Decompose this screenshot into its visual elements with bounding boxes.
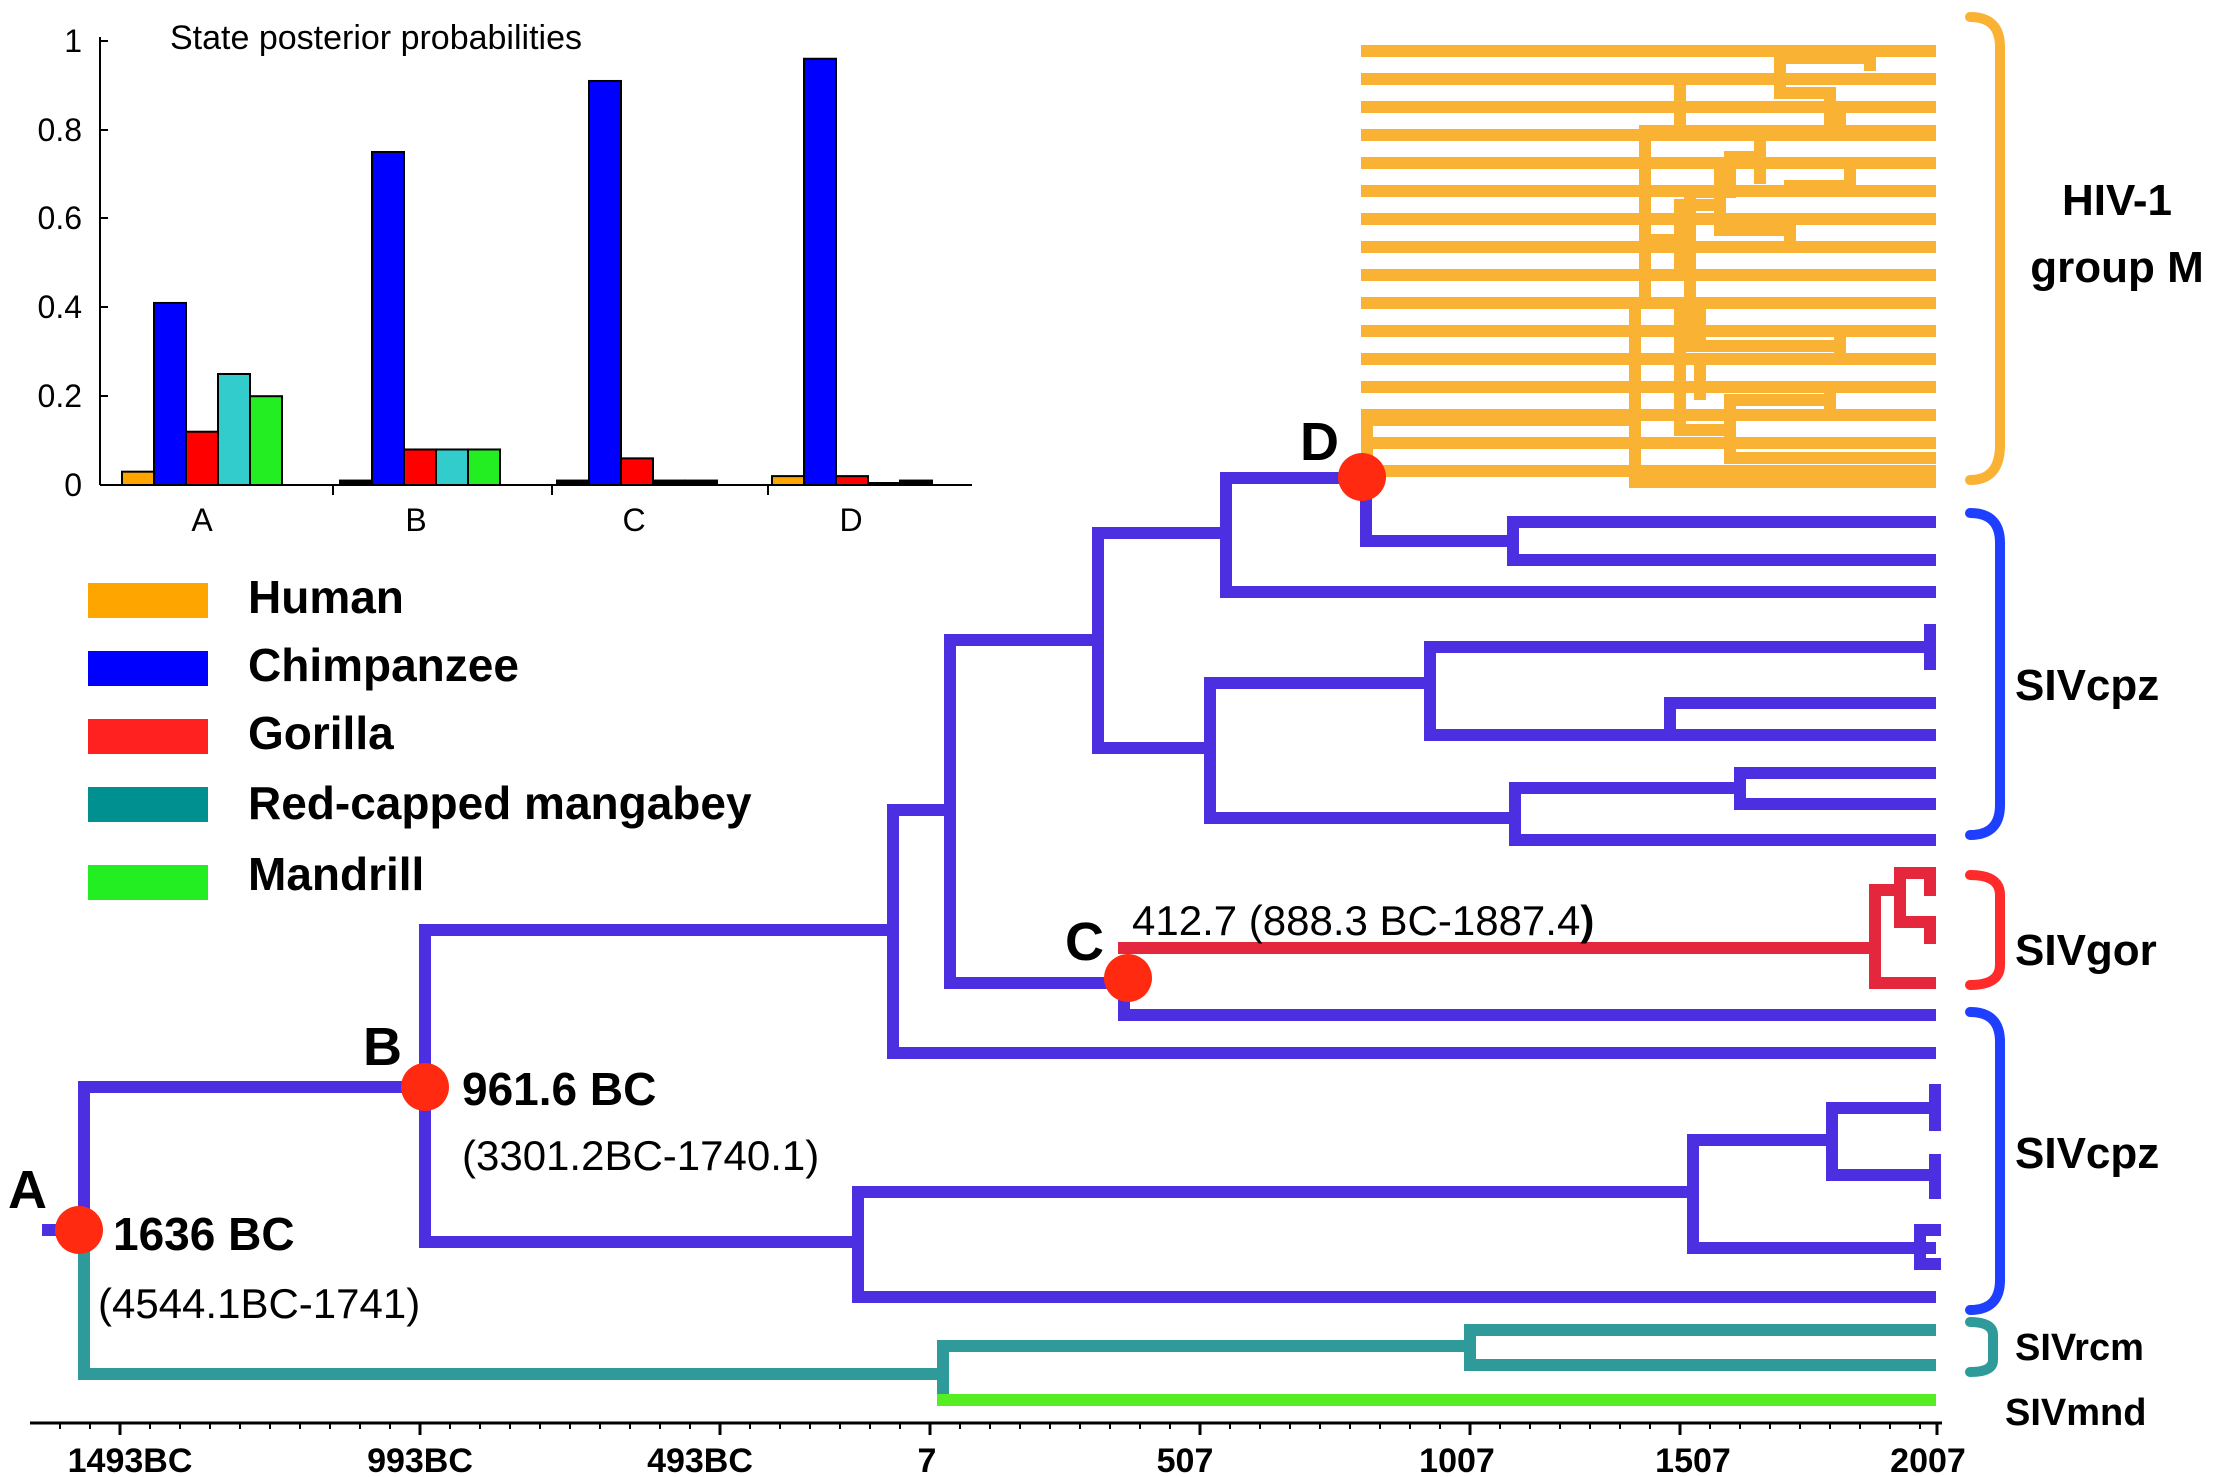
bar-b-gorilla — [403, 448, 437, 487]
bar-a-mandrill — [249, 395, 283, 487]
legend-label-mandrill: Mandrill — [248, 848, 424, 900]
time-tick-label: 493BC — [647, 1442, 753, 1477]
legend-label-chimpanzee: Chimpanzee — [248, 639, 519, 691]
clade-brackets — [1965, 12, 2005, 1377]
node-b-interval: (3301.2BC-1740.1) — [462, 1132, 819, 1179]
bar-c-human — [556, 479, 590, 486]
node-b-marker — [401, 1063, 449, 1111]
sivgor-branches — [1118, 867, 1936, 989]
bar-a-red-capped-mangabey — [217, 373, 251, 486]
bar-b-human — [339, 479, 373, 486]
legend-label-human: Human — [248, 571, 404, 623]
time-tick-label: 2007 — [1890, 1442, 1966, 1477]
node-a-date: 1636 BC — [113, 1208, 295, 1260]
node-labels: A 1636 BC (4544.1BC-1741) B 961.6 BC (33… — [8, 412, 1594, 1327]
y-tick-label: 0.8 — [38, 112, 82, 148]
inset-chart-title: State posterior probabilities — [170, 19, 582, 57]
clade-label-sivcpz-upper: SIVcpz — [2015, 661, 2159, 710]
legend-swatch-gorilla — [88, 719, 208, 754]
bar-b-chimpanzee — [371, 151, 405, 486]
clade-label-hiv1: HIV-1 — [2062, 176, 2172, 225]
bar-d-mandrill — [899, 479, 933, 486]
sivcpz-upper-bracket — [1965, 508, 2005, 840]
node-markers — [55, 453, 1386, 1254]
bar-d-human — [771, 475, 805, 486]
clade-label-sivcpz-lower: SIVcpz — [2015, 1129, 2159, 1178]
clade-label-sivmnd: SIVmnd — [2005, 1392, 2146, 1434]
time-tick-label: 7 — [918, 1442, 937, 1477]
legend-swatch-chimpanzee — [88, 651, 208, 686]
time-tick-label: 1493BC — [68, 1442, 193, 1477]
bar-c-mandrill — [684, 479, 718, 486]
legend-label-gorilla: Gorilla — [248, 707, 394, 759]
node-c-date-interval: 412.7 (888.3 BC-1887.4) — [1132, 897, 1594, 944]
sivgor-bracket — [1965, 870, 2005, 990]
clade-labels: HIV-1 group M SIVcpz SIVgor SIVcpz SIVrc… — [2005, 176, 2204, 1434]
bar-c-red-capped-mangabey — [652, 479, 686, 486]
y-tick-label: 0.4 — [38, 289, 82, 325]
legend-swatch-red-capped-mangabey — [88, 787, 208, 822]
y-tick-label: 0 — [64, 467, 82, 503]
bar-d-red-capped-mangabey — [867, 482, 901, 486]
time-tick-label: 507 — [1157, 1442, 1214, 1477]
time-axis: 1493BC 993BC 493BC 7 507 1007 1507 2007 — [30, 1421, 1966, 1477]
sivrcm-branches — [78, 1224, 1936, 1406]
clade-label-group-m: group M — [2030, 243, 2204, 292]
legend-swatch-human — [88, 583, 208, 618]
node-c-marker — [1104, 954, 1152, 1002]
y-tick-label: 0.6 — [38, 200, 82, 236]
hiv1-group-m-branches — [1361, 45, 1936, 488]
legend-label-red-capped-mangabey: Red-capped mangabey — [248, 777, 752, 829]
node-a-marker — [55, 1206, 103, 1254]
chimpanzee-branches — [42, 472, 1941, 1303]
clade-label-sivrcm: SIVrcm — [2015, 1327, 2144, 1369]
y-tick-label: 1 — [64, 23, 82, 59]
clade-label-sivgor: SIVgor — [2015, 926, 2157, 975]
time-axis-minor-ticks — [59, 1423, 1921, 1429]
legend: Human Chimpanzee Gorilla Red-capped mang… — [88, 571, 752, 900]
bar-d-chimpanzee — [803, 57, 837, 486]
node-b-label: B — [363, 1017, 402, 1077]
node-c-interval-text: 412.7 (888.3 BC-1887.4 — [1132, 897, 1580, 944]
bar-a-human — [121, 470, 155, 486]
node-d-marker — [1338, 453, 1386, 501]
x-tick-label: C — [622, 502, 645, 538]
sivrcm-bracket — [1965, 1317, 1998, 1377]
bar-c-gorilla — [620, 457, 654, 486]
time-tick-label: 1007 — [1419, 1442, 1495, 1477]
sivcpz-lower-bracket — [1965, 1007, 2005, 1315]
inset-bars — [121, 57, 933, 487]
bar-b-mandrill — [467, 448, 501, 487]
node-a-label: A — [8, 1160, 47, 1220]
x-tick-label: D — [839, 502, 862, 538]
legend-swatch-mandrill — [88, 865, 208, 900]
inset-chart: 1 0.8 0.6 0.4 0.2 0 A B C D State poster… — [38, 19, 972, 538]
node-a-interval: (4544.1BC-1741) — [98, 1280, 420, 1327]
bar-d-gorilla — [835, 475, 869, 486]
node-c-close-paren: ) — [1580, 897, 1594, 944]
phylogenetic-tree — [42, 45, 1941, 1406]
hiv1-bracket — [1965, 12, 2005, 485]
bar-b-red-capped-mangabey — [435, 448, 469, 487]
node-d-label: D — [1300, 412, 1339, 472]
bar-c-chimpanzee — [588, 79, 622, 487]
time-tick-label: 993BC — [367, 1442, 473, 1477]
y-tick-label: 0.2 — [38, 378, 82, 414]
x-tick-label: A — [191, 502, 213, 538]
x-tick-label: B — [405, 502, 426, 538]
bar-a-chimpanzee — [153, 301, 187, 486]
node-b-date: 961.6 BC — [462, 1063, 656, 1115]
bar-a-gorilla — [185, 430, 219, 486]
time-axis-major-ticks — [118, 1423, 1939, 1435]
node-c-label: C — [1065, 912, 1104, 972]
time-tick-label: 1507 — [1655, 1442, 1731, 1477]
